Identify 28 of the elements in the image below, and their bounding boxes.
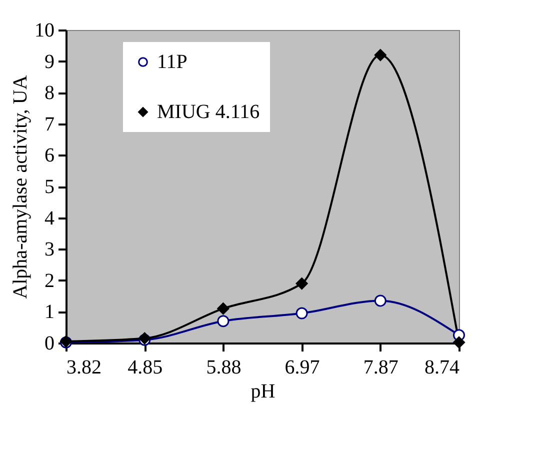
x-axis-title: pH xyxy=(250,380,276,402)
point xyxy=(374,49,386,62)
x-tick-label: 4.85 xyxy=(128,356,163,378)
y-tick-label: 7 xyxy=(44,113,54,136)
y-tick-label: 10 xyxy=(34,20,54,42)
x-tick-label: 3.82 xyxy=(66,356,102,378)
point xyxy=(296,278,308,290)
y-tick-label: 3 xyxy=(44,238,54,261)
legend-label: MIUG 4.116 xyxy=(157,101,260,123)
y-tick-label: 9 xyxy=(44,50,54,73)
y-tick-label: 2 xyxy=(44,270,54,292)
y-tick-label: 6 xyxy=(44,144,54,167)
point xyxy=(217,315,230,328)
point xyxy=(217,302,230,315)
x-tick-label: 6.97 xyxy=(284,356,320,378)
y-tick-label: 5 xyxy=(44,176,54,198)
y-tick-label: 1 xyxy=(44,301,54,324)
x-tick-label: 5.88 xyxy=(206,356,242,378)
legend-label: 11P xyxy=(157,51,188,73)
x-tick-label: 7.87 xyxy=(363,356,398,378)
y-tick-label: 8 xyxy=(44,82,54,104)
point xyxy=(453,336,465,348)
y-tick-label: 0 xyxy=(44,332,54,354)
point xyxy=(374,294,386,307)
y-axis-title: Alpha-amylase activity, UA xyxy=(10,74,32,299)
x-tick-label: 8.74 xyxy=(424,356,460,378)
point xyxy=(296,307,308,320)
y-tick-label: 4 xyxy=(44,207,54,230)
